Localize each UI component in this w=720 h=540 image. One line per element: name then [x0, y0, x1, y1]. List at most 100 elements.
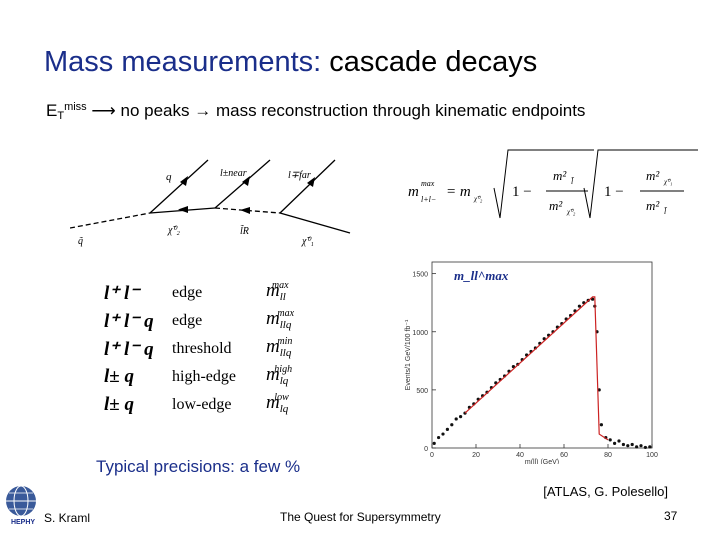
data-point	[511, 365, 515, 369]
endpoint-kind: low-edge	[172, 396, 232, 413]
label-lnear: l±near	[220, 168, 247, 179]
slide-title: Mass measurements: cascade decays	[44, 46, 537, 79]
data-point	[643, 445, 647, 450]
footer-title: The Quest for Supersymmetry	[280, 510, 441, 524]
num1: m²	[553, 168, 567, 183]
data-point	[630, 442, 634, 447]
arrow-4	[242, 176, 250, 186]
formula-one-2: 1 −	[604, 184, 624, 200]
label-chi1: χ̃⁰₁	[301, 236, 314, 247]
label-squark: q̃	[78, 236, 83, 247]
chart-title: m_ll^max	[454, 268, 509, 283]
formula-chi2: χ̃⁰₂	[473, 195, 483, 203]
institute-logo: HEPHY	[4, 483, 38, 533]
particle-combo: l⁺ l⁻ q	[104, 339, 154, 360]
data-point	[617, 439, 621, 443]
arrow-1	[178, 206, 188, 213]
endpoint-mass: mllmax	[266, 280, 289, 303]
formula-m: m	[408, 184, 419, 200]
quark-line	[149, 159, 209, 214]
data-point	[450, 423, 454, 427]
x-tick-label: 100	[646, 452, 658, 459]
label-slepton: l̃R	[240, 224, 249, 237]
label-lfar: l∓far	[288, 170, 311, 181]
data-point	[459, 415, 463, 419]
page-number: 37	[664, 509, 678, 523]
formula-ll: l+l−	[421, 195, 436, 204]
data-point	[445, 427, 449, 431]
num2: m²	[646, 168, 660, 183]
data-point	[608, 438, 612, 442]
subtitle-text: ⟶ no peaks → mass reconstruction through…	[86, 101, 586, 120]
far-lepton-line	[279, 159, 336, 214]
endpoint-mass: mlqhigh	[266, 364, 293, 387]
x-tick-label: 40	[516, 452, 524, 459]
den1-sub: χ̃⁰₂	[566, 208, 576, 216]
endpoint-row: l± q high-edge mlqhigh	[96, 364, 376, 392]
data-point	[613, 441, 617, 445]
data-point	[432, 441, 436, 445]
data-point	[621, 442, 625, 447]
data-point	[437, 435, 441, 440]
y-tick-label: 500	[416, 388, 428, 395]
title-rest: cascade decays	[321, 46, 538, 78]
et-sub: T	[57, 110, 65, 122]
precisions-note: Typical precisions: a few %	[96, 457, 301, 476]
num2-sub: χ̃⁰₁	[663, 178, 672, 186]
logo-text: HEPHY	[10, 519, 36, 526]
formula-one-1: 1 −	[512, 184, 532, 200]
fit-curve	[464, 296, 609, 441]
x-tick-label: 80	[604, 452, 612, 459]
data-point	[599, 423, 603, 427]
particle-combo: l± q	[104, 394, 134, 415]
particle-combo: l⁺ l⁻	[104, 283, 140, 304]
sqrt-2	[583, 149, 698, 219]
den2-sub: l̃	[664, 206, 668, 216]
endpoint-formula: m max l+l− = m χ̃⁰₂ 1 − m² l̃ m² χ̃⁰₂ 1 …	[408, 149, 698, 219]
x-tick-label: 0	[430, 452, 434, 459]
et-symbol: E	[46, 101, 58, 120]
formula-eq: = m	[446, 184, 471, 200]
x-tick-label: 20	[472, 452, 480, 459]
endpoint-mass: mllqmax	[266, 308, 295, 331]
den2: m²	[646, 198, 660, 213]
y-axis-label: Events/1 GeV/100 fb⁻¹	[405, 319, 412, 390]
data-point	[577, 304, 581, 308]
data-point	[639, 444, 643, 448]
endpoint-row: l± q low-edge mlqlow	[96, 392, 376, 420]
citation: [ATLAS, G. Polesello]	[543, 484, 668, 499]
footer-author: S. Kraml	[44, 511, 91, 525]
arrow-5	[307, 177, 315, 187]
num1-sub: l̃	[571, 176, 575, 186]
mll-distribution-chart: 0 500 1000 1500 0 20 40 60 80 100 m(ll) (GeV) Event…	[405, 261, 658, 464]
x-tick-label: 60	[560, 452, 568, 459]
feynman-diagram: q l±near l∓far q̃ χ̃⁰₂ l̃R χ̃⁰₁	[70, 159, 351, 247]
endpoint-kind: threshold	[172, 340, 232, 357]
globe-icon	[6, 485, 36, 517]
label-chi2: χ̃⁰₂	[167, 225, 180, 236]
y-tick-label: 1500	[412, 272, 428, 279]
x-axis-label: m(ll) (GeV)	[525, 459, 559, 464]
endpoint-row: l⁺ l⁻ q edge mllqmax	[96, 308, 376, 336]
neutralino1-line	[279, 212, 351, 234]
endpoint-kind: edge	[172, 312, 203, 329]
slide-subtitle: ETmiss ⟶ no peaks → mass reconstruction …	[46, 101, 585, 122]
sqrt-1	[493, 149, 594, 219]
endpoint-kind: high-edge	[172, 368, 236, 385]
squark-line	[70, 212, 151, 229]
arrow-3	[180, 176, 188, 186]
plot-frame	[431, 261, 653, 449]
y-tick-label: 0	[424, 446, 428, 453]
endpoint-kind: edge	[172, 284, 203, 301]
title-main: Mass measurements:	[44, 46, 322, 78]
endpoint-table: l⁺ l⁻ edge mllmax l⁺ l⁻ q edge mllqmax l…	[96, 280, 376, 420]
near-lepton-line	[214, 159, 271, 209]
arrow-2	[240, 207, 250, 214]
data-point	[635, 445, 639, 449]
et-sup: miss	[64, 101, 87, 113]
endpoint-row: l⁺ l⁻ q threshold mllqmin	[96, 336, 376, 364]
endpoint-mass: mllqmin	[266, 336, 293, 359]
data-point	[441, 432, 445, 436]
label-q: q	[166, 171, 172, 183]
y-tick-label: 1000	[412, 330, 428, 337]
